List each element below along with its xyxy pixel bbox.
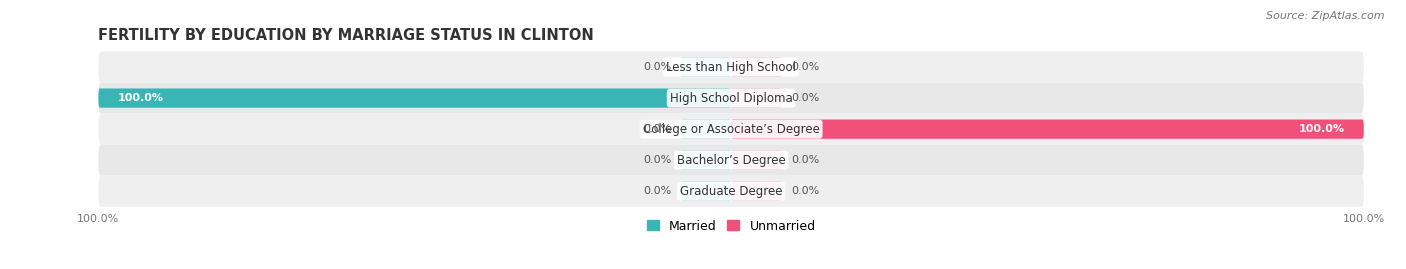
Text: 0.0%: 0.0% xyxy=(643,155,671,165)
FancyBboxPatch shape xyxy=(98,83,1364,114)
FancyBboxPatch shape xyxy=(681,57,731,77)
Legend: Married, Unmarried: Married, Unmarried xyxy=(647,220,815,233)
Text: 100.0%: 100.0% xyxy=(1299,124,1344,134)
Text: Source: ZipAtlas.com: Source: ZipAtlas.com xyxy=(1267,11,1385,21)
FancyBboxPatch shape xyxy=(681,151,731,170)
Text: 0.0%: 0.0% xyxy=(643,124,671,134)
FancyBboxPatch shape xyxy=(98,114,1364,145)
Text: 0.0%: 0.0% xyxy=(792,62,820,72)
Text: High School Diploma: High School Diploma xyxy=(669,91,793,105)
Text: 0.0%: 0.0% xyxy=(792,186,820,196)
Text: Graduate Degree: Graduate Degree xyxy=(681,185,782,198)
Text: Less than High School: Less than High School xyxy=(666,61,796,73)
Text: 100.0%: 100.0% xyxy=(117,93,163,103)
Text: Bachelor’s Degree: Bachelor’s Degree xyxy=(676,154,786,167)
Text: FERTILITY BY EDUCATION BY MARRIAGE STATUS IN CLINTON: FERTILITY BY EDUCATION BY MARRIAGE STATU… xyxy=(98,28,595,43)
FancyBboxPatch shape xyxy=(731,151,782,170)
FancyBboxPatch shape xyxy=(731,57,782,77)
FancyBboxPatch shape xyxy=(731,119,1364,139)
Text: 0.0%: 0.0% xyxy=(792,93,820,103)
FancyBboxPatch shape xyxy=(681,182,731,201)
Text: 0.0%: 0.0% xyxy=(792,155,820,165)
FancyBboxPatch shape xyxy=(98,89,731,108)
Text: 0.0%: 0.0% xyxy=(643,186,671,196)
FancyBboxPatch shape xyxy=(731,182,782,201)
Text: 0.0%: 0.0% xyxy=(643,62,671,72)
FancyBboxPatch shape xyxy=(98,52,1364,83)
FancyBboxPatch shape xyxy=(98,176,1364,207)
FancyBboxPatch shape xyxy=(681,119,731,139)
FancyBboxPatch shape xyxy=(98,145,1364,176)
Text: College or Associate’s Degree: College or Associate’s Degree xyxy=(643,123,820,136)
FancyBboxPatch shape xyxy=(731,89,782,108)
